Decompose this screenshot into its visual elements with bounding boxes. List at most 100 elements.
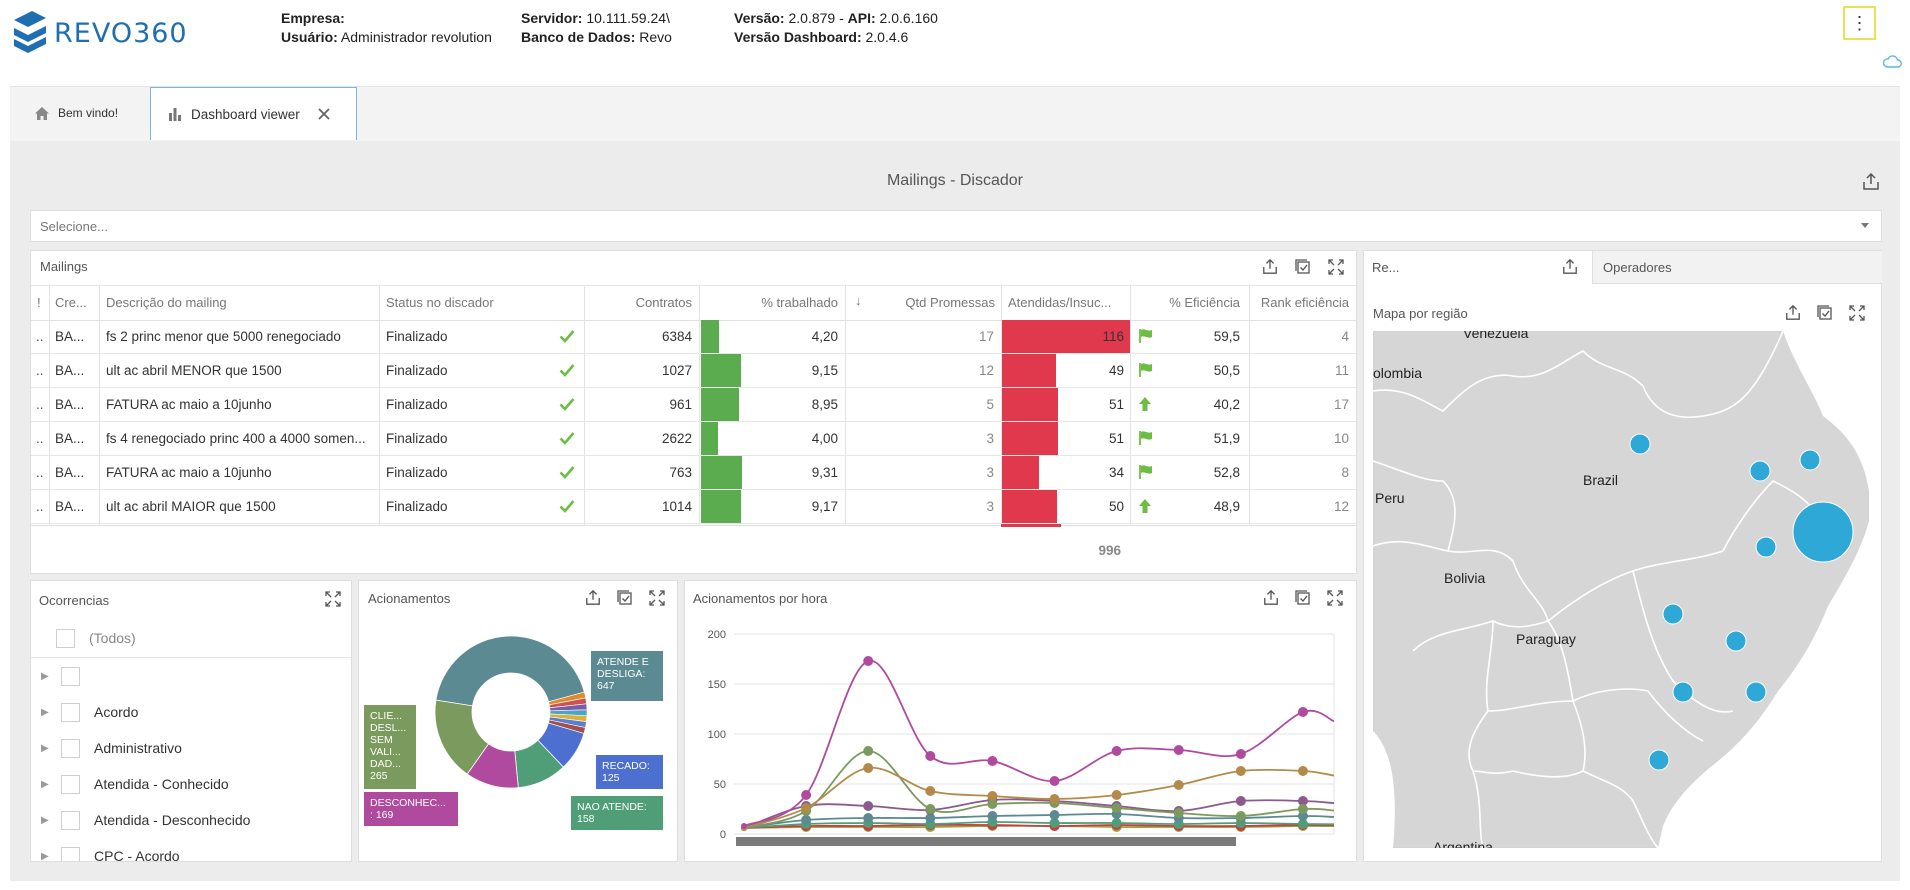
trabalhado-bar	[701, 490, 741, 523]
cell-eficiencia: 52,8	[1213, 465, 1240, 480]
maximize-icon[interactable]	[1328, 259, 1344, 275]
series-point	[1235, 811, 1246, 821]
export-icon[interactable]	[1562, 258, 1578, 275]
cell-atendidas: 51	[1108, 397, 1124, 412]
table-row[interactable]: .. BA... fs 4 renegociado princ 400 a 4000…	[31, 422, 1356, 456]
check-icon	[559, 330, 575, 343]
tab-dashboard-viewer[interactable]: Dashboard viewer	[150, 87, 357, 140]
multi-select-icon[interactable]	[1295, 259, 1311, 275]
column-header[interactable]: Status no discador	[386, 295, 494, 310]
more-menu-button[interactable]: ⋮	[1843, 6, 1876, 40]
map-bubble	[1749, 460, 1771, 482]
sort-desc-icon[interactable]: ↓	[855, 293, 862, 308]
cell-descricao: ult ac abril MAIOR que 1500	[106, 499, 276, 514]
column-header[interactable]: Atendidas/Insuc...	[1008, 295, 1112, 310]
table-row[interactable]: .. BA... ult ac abril MENOR que 1500 Finali…	[31, 354, 1356, 388]
export-icon[interactable]	[1263, 589, 1279, 606]
column-header[interactable]: Qtd Promessas	[905, 295, 995, 310]
multi-select-icon[interactable]	[617, 590, 633, 606]
series-point	[801, 815, 812, 825]
export-icon[interactable]	[1785, 304, 1801, 321]
checkbox[interactable]	[61, 702, 80, 722]
tab-operadores[interactable]: Operadores	[1592, 251, 1882, 284]
multi-select-icon[interactable]	[1817, 305, 1833, 321]
map-bubble	[1725, 630, 1747, 652]
tree-item[interactable]: ▶ Atendida - Conhecido	[41, 774, 229, 794]
checkbox[interactable]	[56, 628, 75, 648]
svg-text:CLIE...: CLIE...	[370, 710, 402, 722]
export-icon[interactable]	[585, 589, 601, 606]
series-point	[925, 804, 936, 814]
cell-descricao: fs 2 princ menor que 5000 renegociado	[106, 329, 341, 344]
expand-icon[interactable]: ▶	[41, 670, 49, 682]
column-header[interactable]: % trabalhado	[761, 295, 838, 310]
export-icon[interactable]	[1262, 258, 1278, 275]
multi-select-icon[interactable]	[1295, 590, 1311, 606]
cell-eficiencia: 51,9	[1213, 431, 1240, 446]
cell-trabalhado: 8,95	[811, 397, 838, 412]
expand-icon[interactable]: ▶	[41, 706, 49, 718]
checkbox[interactable]	[61, 846, 80, 861]
mailings-title: Mailings	[40, 259, 88, 274]
versao-dashboard-info: Versão Dashboard: 2.0.4.6	[734, 29, 909, 45]
row-indicator: ..	[36, 499, 44, 514]
svg-text:265: 265	[370, 770, 388, 782]
tab-bar: Bem vindo! Dashboard viewer	[10, 86, 1900, 142]
tree-item-all[interactable]: (Todos)	[56, 623, 136, 653]
expand-icon[interactable]: ▶	[41, 778, 49, 790]
series-point	[1111, 746, 1122, 756]
expand-icon[interactable]: ▶	[41, 814, 49, 826]
column-header[interactable]: !	[37, 295, 41, 310]
pie-slice	[548, 719, 586, 734]
maximize-icon[interactable]	[325, 591, 341, 607]
tree-item[interactable]: ▶ Acordo	[41, 702, 139, 722]
map-bubble	[1755, 536, 1777, 558]
acionamentos-hora-title: Acionamentos por hora	[693, 591, 828, 606]
column-header[interactable]: Cre...	[55, 295, 87, 310]
cell-rank: 11	[1334, 363, 1349, 378]
series-point	[987, 811, 998, 821]
expand-icon[interactable]: ▶	[41, 742, 49, 754]
table-row[interactable]: .. BA... ult ac abril MAIOR que 1500 Finali…	[31, 490, 1356, 524]
checkbox[interactable]	[61, 666, 80, 686]
expand-icon[interactable]: ▶	[41, 850, 49, 862]
row-indicator: ..	[36, 397, 44, 412]
cell-eficiencia: 40,2	[1213, 397, 1240, 412]
cell-trabalhado: 9,31	[811, 465, 838, 480]
export-icon[interactable]	[1862, 172, 1880, 191]
table-row[interactable]: .. BA... fs 2 princ menor que 5000 renegoc…	[31, 320, 1356, 354]
svg-text:REVO360: REVO360	[54, 18, 188, 49]
table-row[interactable]: .. BA... FATURA ac maio a 10junho Finalizad…	[31, 388, 1356, 422]
tree-item[interactable]: ▶ CPC - Acordo	[41, 841, 180, 862]
tree-item[interactable]: ▶ Atendida - Desconhecido	[41, 810, 251, 830]
checkbox[interactable]	[61, 738, 80, 758]
y-tick-label: 200	[708, 629, 726, 641]
tab-bem-vindo[interactable]: Bem vindo!	[10, 87, 148, 139]
tab-regiao[interactable]: Re...	[1364, 251, 1592, 284]
column-divider	[845, 286, 846, 526]
cell-contratos: 961	[669, 397, 692, 412]
tree-item[interactable]: ▶	[41, 661, 94, 691]
column-header[interactable]: Rank eficiência	[1260, 295, 1349, 310]
series-point	[1297, 707, 1308, 717]
region-map[interactable]: Venezuela olombia Brazil Peru Bolivia Pa…	[1373, 331, 1869, 848]
close-icon[interactable]	[317, 107, 331, 121]
checkbox[interactable]	[61, 774, 80, 794]
column-header[interactable]: % Eficiência	[1169, 295, 1240, 310]
tree-item[interactable]: ▶ Administrativo	[41, 738, 182, 758]
column-header[interactable]: Contratos	[635, 295, 692, 310]
mailing-select[interactable]: Selecione...	[30, 210, 1882, 242]
y-tick-label: 150	[708, 679, 726, 691]
checkbox[interactable]	[61, 810, 80, 830]
maximize-icon[interactable]	[649, 590, 665, 606]
maximize-icon[interactable]	[1327, 590, 1343, 606]
column-header[interactable]: Descrição do mailing	[106, 295, 227, 310]
svg-text:: 169: : 169	[370, 809, 394, 821]
cell-status: Finalizado	[386, 431, 448, 446]
maximize-icon[interactable]	[1849, 305, 1865, 321]
cell-rank: 12	[1333, 499, 1349, 514]
table-row[interactable]: .. BA... FATURA ac maio a 10junho Finalizad…	[31, 456, 1356, 490]
series-point	[1049, 776, 1060, 786]
